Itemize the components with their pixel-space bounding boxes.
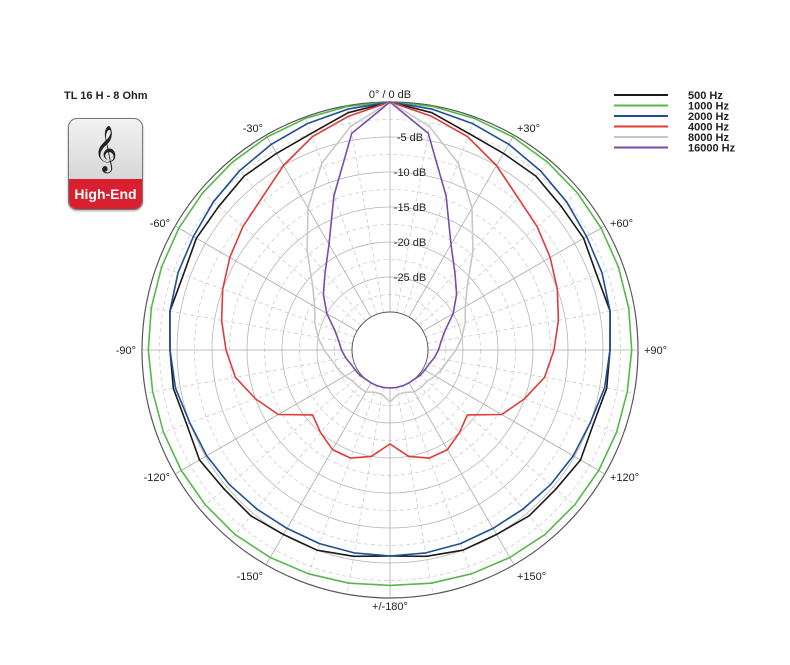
grid-spoke	[145, 356, 353, 394]
angle-label: -150°	[237, 571, 263, 583]
legend-label: 16000 Hz	[688, 143, 736, 155]
grid-spoke	[230, 159, 366, 322]
grid-spoke	[418, 190, 581, 326]
series-line-8000-hz	[306, 101, 474, 403]
grid-spoke	[265, 382, 372, 565]
legend-label: 2000 Hz	[688, 111, 729, 123]
high-end-badge: 𝄞 High-End	[68, 118, 143, 210]
angle-label: -90°	[116, 345, 136, 357]
center-circle	[351, 311, 429, 389]
grid-spoke	[396, 105, 434, 313]
series-line-4000-hz	[220, 101, 560, 459]
grid-spoke	[156, 264, 355, 338]
angle-label: 0° / 0 dB	[369, 89, 411, 101]
grid-spoke	[418, 374, 581, 510]
radial-label: -5 dB	[397, 132, 423, 144]
legend-label: 8000 Hz	[688, 132, 729, 144]
grid-spoke	[175, 368, 358, 475]
legend-label: 1000 Hz	[688, 101, 729, 113]
grid-spoke	[304, 116, 378, 315]
angle-label: +150°	[517, 571, 546, 583]
angle-label: +30°	[517, 123, 540, 135]
series-line-2000-hz	[169, 101, 611, 557]
angle-label: -60°	[150, 218, 170, 230]
grid-spoke	[425, 264, 624, 338]
radial-label: -10 dB	[394, 167, 426, 179]
grid-spoke	[408, 382, 515, 565]
grid-spoke	[199, 190, 362, 326]
angle-label: -120°	[144, 472, 170, 484]
grid-spoke	[427, 356, 635, 394]
grid-spoke	[199, 374, 362, 510]
angle-label: +60°	[610, 218, 633, 230]
radial-label: -15 dB	[394, 202, 426, 214]
grid-spoke	[230, 378, 366, 541]
polar-curves	[147, 101, 633, 587]
polar-labels: 0° / 0 dB +30° +60° +90° +120° +150° +/-180° -1…	[116, 89, 667, 613]
chart-title: TL 16 H - 8 Ohm	[64, 90, 148, 102]
grid-spoke	[396, 387, 434, 595]
legend-label: 500 Hz	[688, 90, 723, 102]
angle-label: -30°	[243, 123, 263, 135]
grid-spoke	[422, 368, 605, 475]
badge-label: High-End	[69, 179, 142, 209]
grid-spoke	[414, 378, 550, 541]
series-line-1000-hz	[147, 101, 633, 587]
grid-spoke	[346, 105, 384, 313]
radial-label: -25 dB	[394, 272, 426, 284]
grid-spoke	[265, 135, 372, 318]
angle-label: +90°	[644, 345, 667, 357]
grid-spoke	[346, 387, 384, 595]
legend-label: 4000 Hz	[688, 122, 729, 134]
grid-spoke	[408, 135, 515, 318]
grid-spoke	[402, 116, 476, 315]
angle-label: +120°	[610, 472, 639, 484]
radial-label: -20 dB	[394, 237, 426, 249]
polar-grid	[141, 101, 639, 599]
angle-label: +/-180°	[372, 601, 408, 613]
grid-spoke	[414, 159, 550, 322]
treble-clef-icon: 𝄞	[93, 126, 118, 172]
series-line-16000-hz	[322, 101, 458, 389]
